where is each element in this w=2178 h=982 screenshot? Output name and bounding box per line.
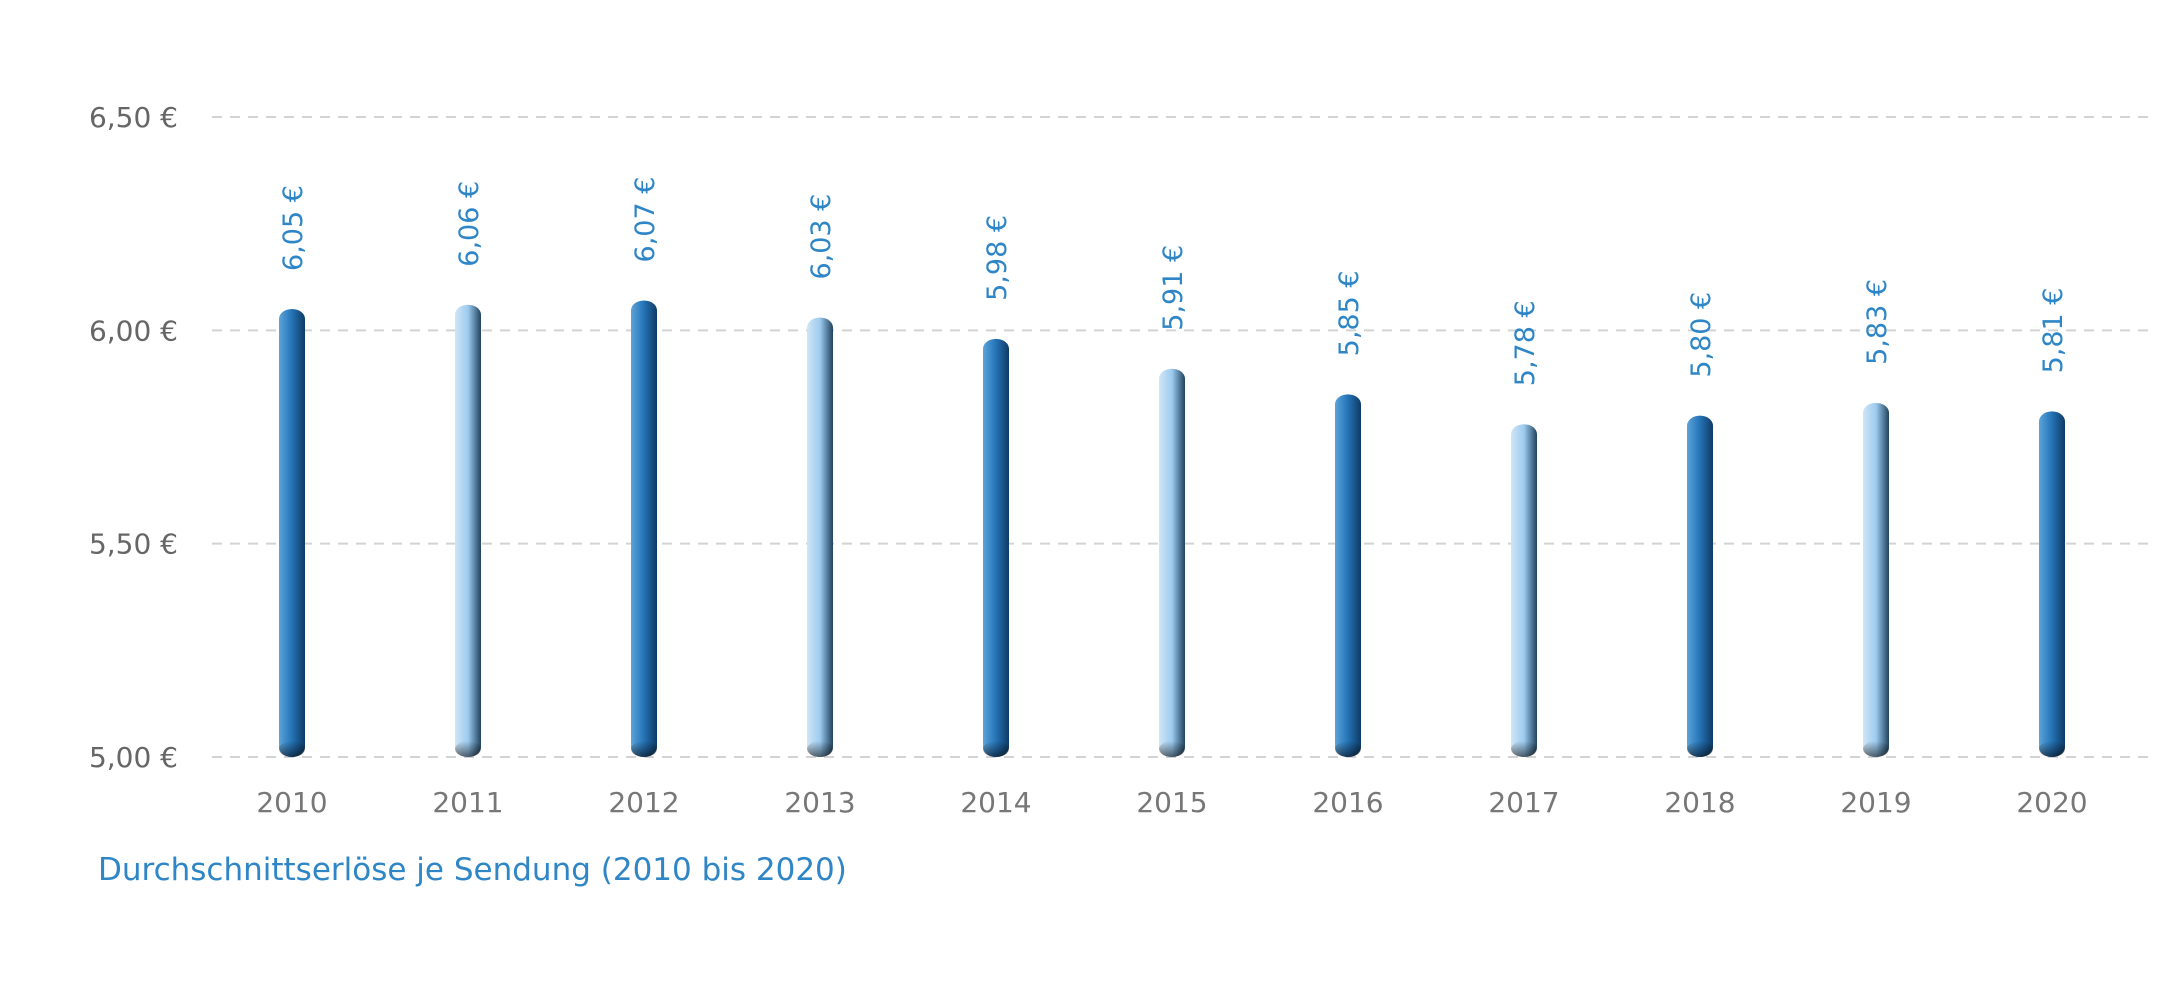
bar-base-shadow xyxy=(1511,741,1537,757)
x-tick-label: 2019 xyxy=(1840,786,1911,819)
data-label: 6,03 € xyxy=(806,194,837,280)
bar xyxy=(455,304,481,757)
bar-base-shadow xyxy=(455,741,481,757)
y-tick-label: 6,50 € xyxy=(89,101,178,134)
data-label: 6,06 € xyxy=(454,181,485,267)
x-axis-tick-labels: 2010 2011 2012 2013 2014 2015 2016 2017 2018 2019… xyxy=(256,786,2087,819)
bar xyxy=(1511,424,1537,757)
data-label: 5,91 € xyxy=(1158,245,1189,331)
bar-base-shadow xyxy=(1687,741,1713,757)
x-tick-label: 2016 xyxy=(1312,786,1383,819)
bar xyxy=(807,317,833,757)
data-label: 5,80 € xyxy=(1686,292,1717,378)
bar xyxy=(983,338,1009,757)
bars xyxy=(279,300,2065,757)
bar-base-shadow xyxy=(2039,741,2065,757)
bar-base-shadow xyxy=(631,741,657,757)
data-labels: 6,05 € 6,06 € 6,07 € 6,03 € 5,98 € 5,91 € 5,85… xyxy=(278,177,2069,387)
bar xyxy=(1687,415,1713,757)
x-tick-label: 2015 xyxy=(1136,786,1207,819)
y-tick-label: 5,50 € xyxy=(89,528,178,561)
x-tick-label: 2018 xyxy=(1664,786,1735,819)
chart-title: Durchschnittserlöse je Sendung (2010 bis… xyxy=(98,852,847,888)
data-label: 5,83 € xyxy=(1862,279,1893,365)
data-label: 5,98 € xyxy=(982,215,1013,301)
x-tick-label: 2020 xyxy=(2016,786,2087,819)
y-tick-label: 6,00 € xyxy=(89,314,178,347)
data-label: 5,81 € xyxy=(2038,288,2069,374)
bar xyxy=(631,300,657,757)
bar-base-shadow xyxy=(983,741,1009,757)
data-label: 6,07 € xyxy=(630,177,661,263)
x-tick-label: 2012 xyxy=(608,786,679,819)
data-label: 6,05 € xyxy=(278,185,309,271)
y-axis-tick-labels: 5,00 € 5,50 € 6,00 € 6,50 € xyxy=(89,101,178,774)
bar xyxy=(1335,394,1361,757)
x-tick-label: 2011 xyxy=(432,786,503,819)
data-label: 5,78 € xyxy=(1510,300,1541,386)
bar xyxy=(2039,411,2065,757)
bar xyxy=(1863,402,1889,757)
bar xyxy=(1159,368,1185,757)
x-tick-label: 2010 xyxy=(256,786,327,819)
x-tick-label: 2014 xyxy=(960,786,1031,819)
bar-base-shadow xyxy=(1335,741,1361,757)
x-tick-label: 2017 xyxy=(1488,786,1559,819)
bar-base-shadow xyxy=(1863,741,1889,757)
y-tick-label: 5,00 € xyxy=(89,741,178,774)
bar-base-shadow xyxy=(807,741,833,757)
bar-base-shadow xyxy=(279,741,305,757)
bar-base-shadow xyxy=(1159,741,1185,757)
x-tick-label: 2013 xyxy=(784,786,855,819)
data-label: 5,85 € xyxy=(1334,270,1365,356)
bar xyxy=(279,309,305,757)
